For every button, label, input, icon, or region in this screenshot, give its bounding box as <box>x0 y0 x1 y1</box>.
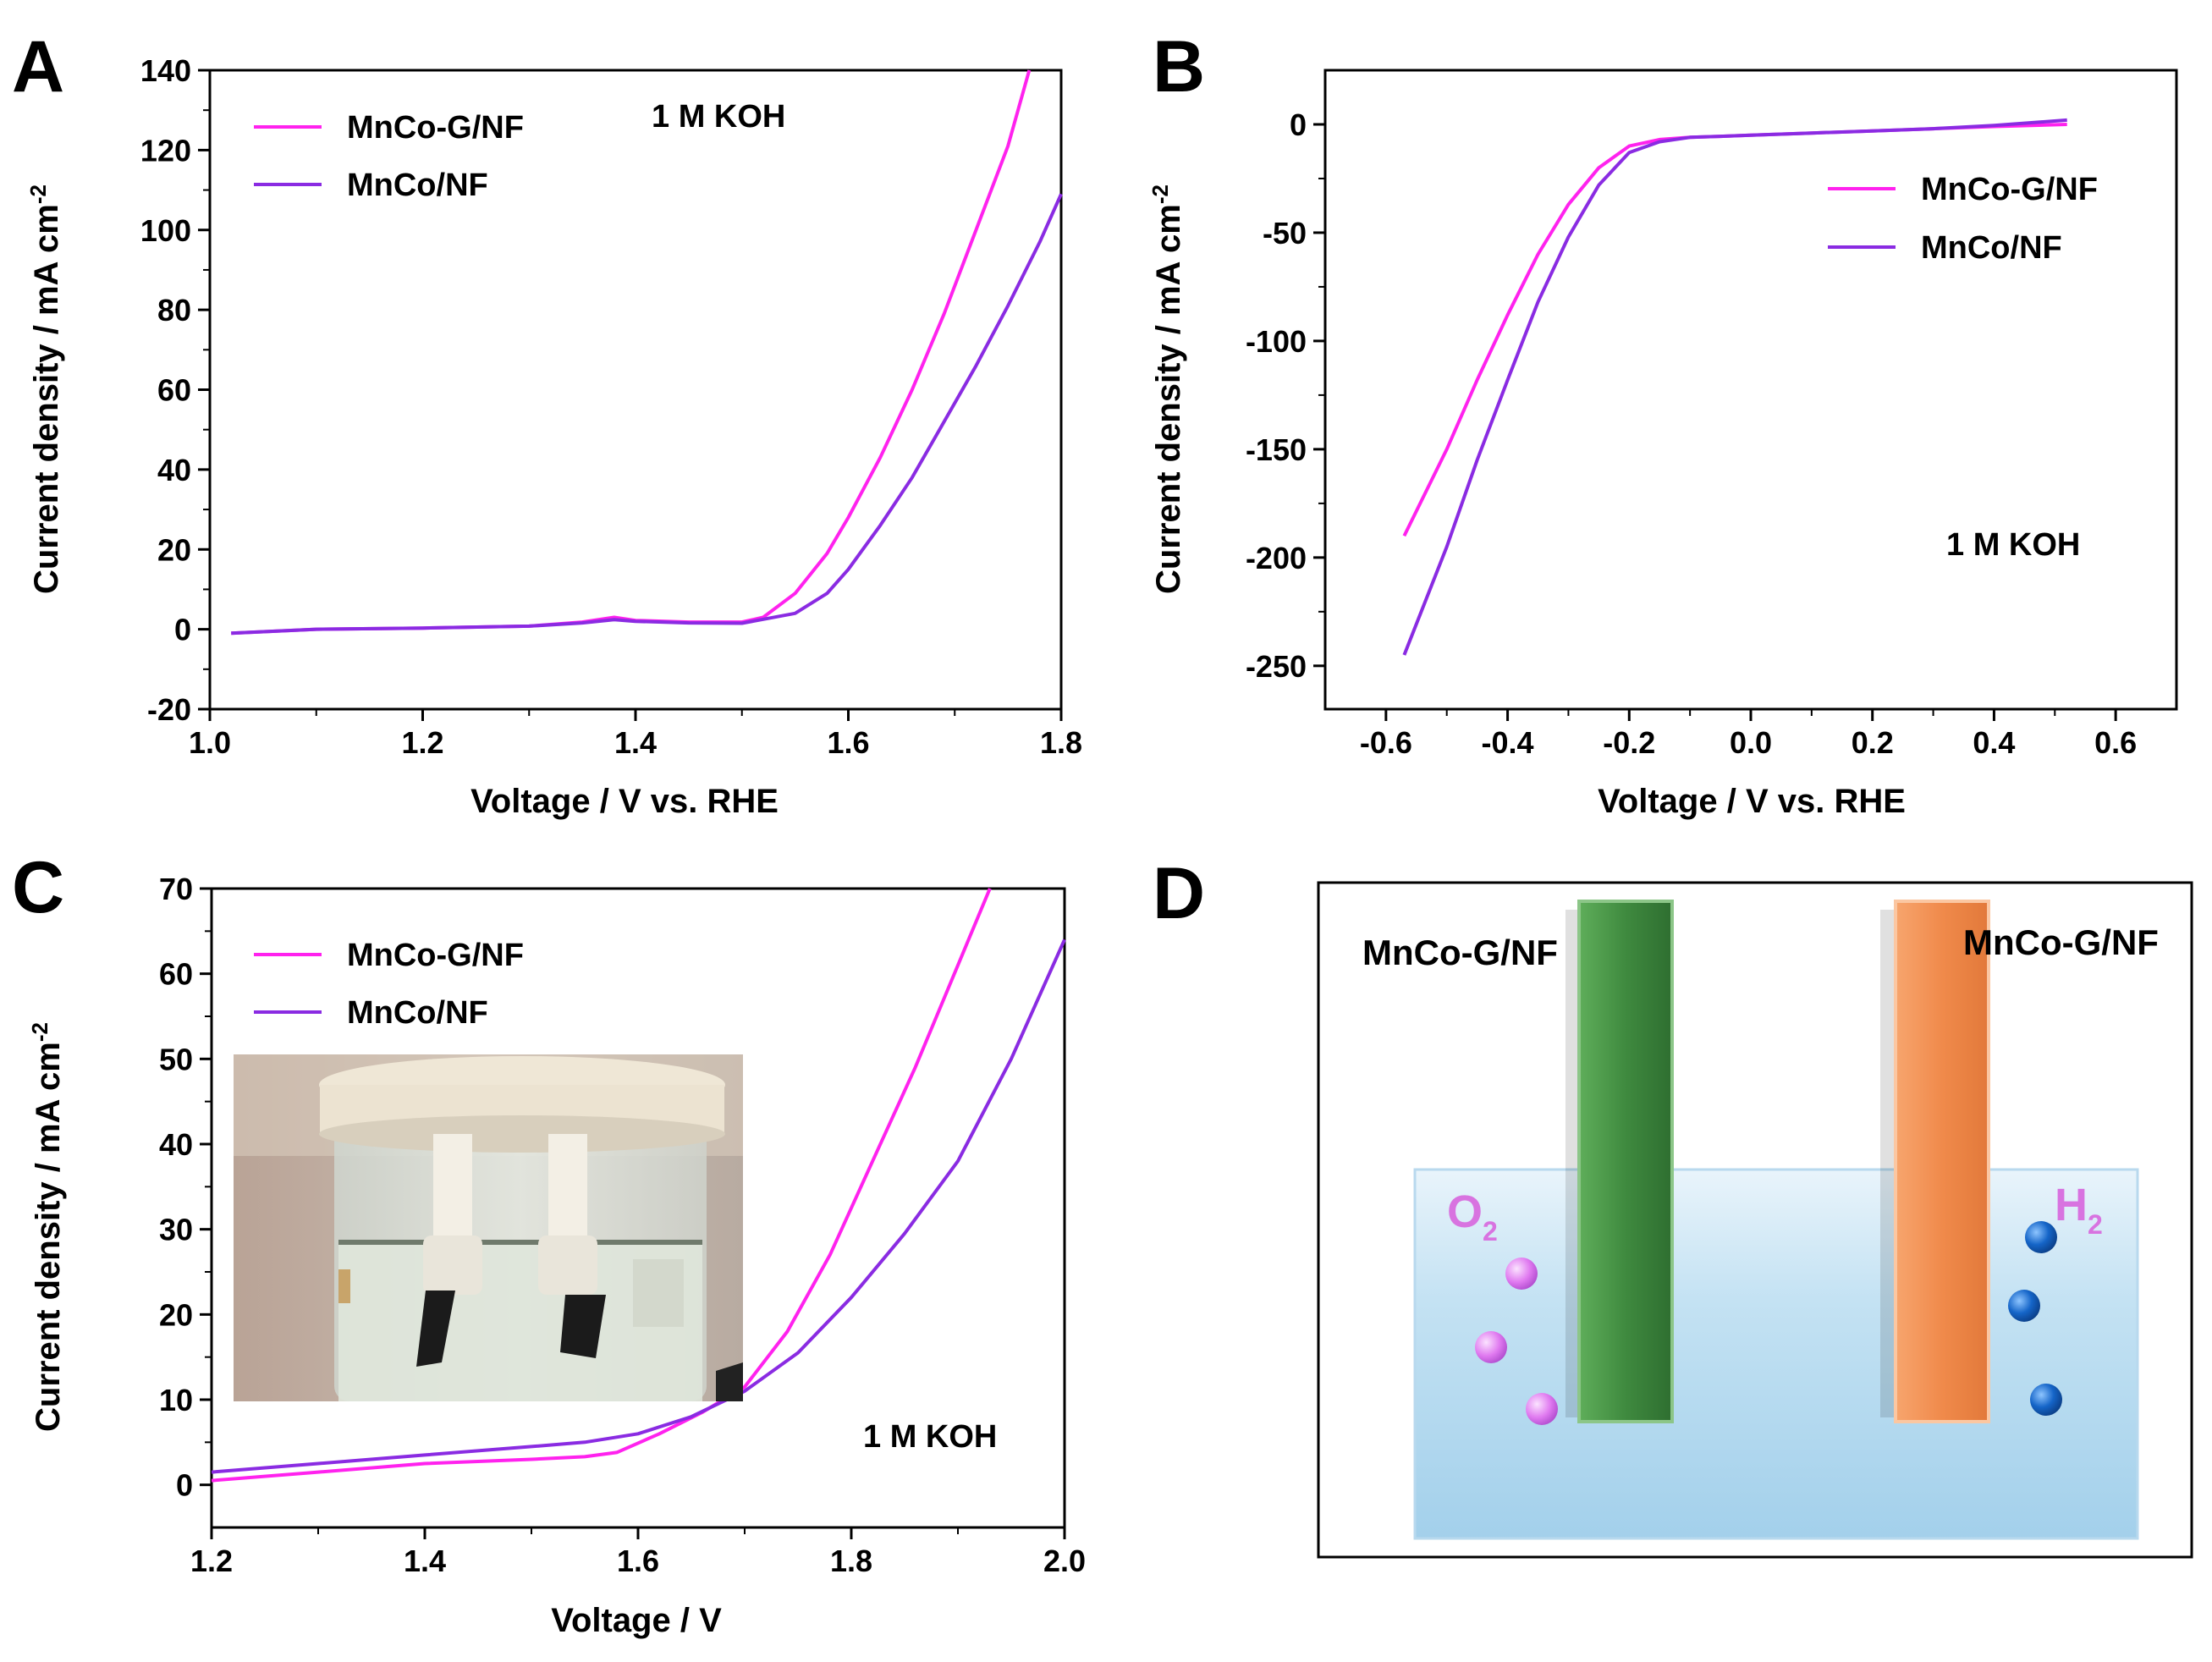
x-tick-label: 0.4 <box>1973 725 2015 760</box>
y-tick-label: 40 <box>159 1127 193 1162</box>
series-line-mnco-nf <box>211 938 1066 1474</box>
chart-b: -0.6 -0.4 -0.2 0.0 0.2 0.4 0.6 -250 -200 -150 -100… <box>1147 69 2178 820</box>
o2-bubble <box>1505 1258 1538 1290</box>
plot-frame <box>1323 69 2178 711</box>
x-tick-label: 2.0 <box>1043 1544 1086 1578</box>
y-axis-label-sup: -2 <box>27 1022 52 1042</box>
y-axis-label-sup: -2 <box>1147 184 1173 204</box>
x-axis-label: Voltage / V <box>551 1602 722 1639</box>
y-tick-label: -250 <box>1246 649 1307 684</box>
h2-bubble <box>2025 1221 2057 1253</box>
y-axis-label-text: Current density / mA cm <box>1150 204 1187 594</box>
x-tick-label: -0.6 <box>1360 725 1412 760</box>
o2-bubble <box>1526 1393 1558 1425</box>
x-tick-label: 1.8 <box>830 1544 872 1578</box>
x-tick-label: -0.2 <box>1603 725 1655 760</box>
panel-label-b: B <box>1153 26 1205 107</box>
x-tick-label: 1.2 <box>190 1544 233 1578</box>
y-tick-label: 0 <box>174 613 191 647</box>
cathode-electrode <box>1894 900 1990 1423</box>
y-tick-label: -200 <box>1246 541 1307 575</box>
x-axis-label: Voltage / V vs. RHE <box>1598 783 1906 820</box>
legend-label: MnCo/NF <box>347 995 488 1031</box>
y-tick-label: 50 <box>159 1042 193 1076</box>
chart-c: 1.2 1.4 1.6 1.8 2.0 0 10 20 30 40 50 60 70 Voltage / … <box>27 872 1086 1639</box>
legend-label: MnCo-G/NF <box>347 938 524 973</box>
legend-label: MnCo-G/NF <box>347 110 524 146</box>
panel-label-c: C <box>12 847 64 928</box>
legend-label: MnCo/NF <box>347 168 488 203</box>
y-axis-label: Current density / mA cm-2 <box>25 184 65 594</box>
electrolysis-diagram: MnCo-G/NF MnCo-G/NF O2 H2 <box>1317 881 2193 1559</box>
y-tick-label: 0 <box>176 1468 193 1503</box>
anode-electrode <box>1577 900 1674 1423</box>
series-line-mnco-nf <box>1402 118 2067 656</box>
electrolyte-annotation: 1 M KOH <box>1946 527 2080 563</box>
x-axis-label: Voltage / V vs. RHE <box>470 783 779 820</box>
x-tick-label: 0.2 <box>1852 725 1894 760</box>
y-tick-label: 60 <box>157 373 191 408</box>
y-tick-label: 40 <box>157 453 191 487</box>
y-tick-label: -20 <box>147 692 191 727</box>
inset-photo <box>234 1054 743 1401</box>
x-tick-label: 1.6 <box>827 725 869 760</box>
y-tick-label: -50 <box>1263 216 1307 250</box>
y-tick-label: -150 <box>1246 432 1307 467</box>
x-tick-label: 0.0 <box>1730 725 1772 760</box>
plot-frame <box>208 69 1063 711</box>
electrolyte-bath <box>1415 1169 2138 1538</box>
y-tick-label: 20 <box>159 1297 193 1332</box>
y-tick-label: 80 <box>157 293 191 327</box>
panel-label-d: D <box>1153 853 1205 934</box>
x-tick-label: 1.8 <box>1040 725 1082 760</box>
electrolyte-annotation: 1 M KOH <box>652 99 785 135</box>
y-axis-label-text: Current density / mA cm <box>30 1042 67 1432</box>
y-tick-label: 100 <box>140 213 191 248</box>
h2-label: H2 <box>2055 1180 2103 1240</box>
series-line-mnco-nf <box>231 193 1063 636</box>
y-tick-label: 30 <box>159 1213 193 1247</box>
x-tick-label: 1.6 <box>617 1544 659 1578</box>
y-axis-label-text: Current density / mA cm <box>28 204 65 594</box>
x-tick-label: 1.0 <box>189 725 231 760</box>
x-tick-label: -0.4 <box>1482 725 1534 760</box>
y-tick-label: 20 <box>157 532 191 567</box>
o2-bubble <box>1475 1331 1507 1363</box>
series-line-mnco-g-nf <box>231 69 1032 636</box>
y-axis-label: Current density / mA cm-2 <box>1147 184 1187 594</box>
x-tick-label: 1.4 <box>404 1544 446 1578</box>
electrolyte-annotation: 1 M KOH <box>863 1419 997 1455</box>
legend-label: MnCo/NF <box>1921 230 2062 266</box>
legend-label: MnCo-G/NF <box>1921 172 2098 207</box>
x-tick-label: 1.4 <box>614 725 657 760</box>
y-tick-label: 140 <box>140 53 191 88</box>
chart-a: 1.0 1.2 1.4 1.6 1.8 -20 0 20 40 60 80 100 120 140 Volt… <box>25 53 1082 820</box>
y-axis-label: Current density / mA cm-2 <box>27 1022 67 1432</box>
y-tick-label: 70 <box>159 872 193 906</box>
y-tick-label: 60 <box>159 957 193 992</box>
anode-label: MnCo-G/NF <box>1362 933 1558 972</box>
panel-label-a: A <box>12 26 64 107</box>
y-tick-label: 120 <box>140 133 191 168</box>
cathode-label: MnCo-G/NF <box>1963 922 2159 962</box>
x-tick-label: 0.6 <box>2094 725 2137 760</box>
y-tick-label: 10 <box>159 1383 193 1417</box>
y-axis-label-sup: -2 <box>25 184 51 204</box>
h2-bubble <box>2030 1384 2062 1416</box>
o2-label: O2 <box>1447 1186 1498 1246</box>
y-tick-label: -100 <box>1246 324 1307 359</box>
x-tick-label: 1.2 <box>401 725 443 760</box>
h2-bubble <box>2008 1290 2040 1322</box>
y-tick-label: 0 <box>1290 107 1307 142</box>
